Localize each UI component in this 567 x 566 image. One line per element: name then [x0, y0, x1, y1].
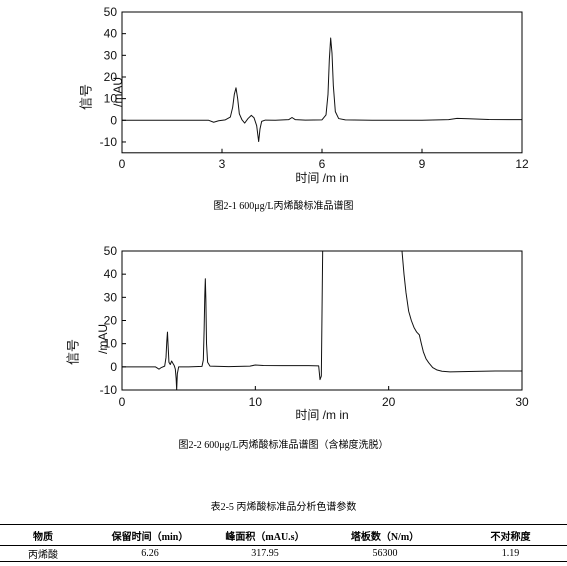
y-tick-label: 0	[110, 360, 117, 374]
x-tick-label: 12	[515, 157, 529, 171]
header-substance: 物质	[0, 524, 86, 546]
cell-asymmetry: 1.19	[454, 545, 567, 562]
x-axis-label: 时间 /m in	[295, 408, 348, 422]
figure-2-caption: 图2-2 600μg/L丙烯酸标准品谱图（含梯度洗脱）	[178, 440, 389, 451]
x-tick-label: 10	[249, 395, 263, 409]
y-axis-label: 信号	[79, 84, 94, 110]
x-tick-label: 0	[119, 395, 126, 409]
y-tick-label: 20	[104, 314, 118, 328]
chromatography-params-table: 物质 保留时间（min） 峰面积（mAU.s） 塔板数（N/m） 不对称度 丙烯…	[0, 524, 567, 562]
x-tick-label: 9	[419, 157, 426, 171]
y-tick-label: 50	[104, 244, 118, 258]
cell-substance: 丙烯酸	[0, 545, 86, 562]
y-tick-label: 20	[104, 70, 118, 84]
table-row: 丙烯酸 6.26 317.95 56300 1.19	[0, 545, 567, 562]
y-tick-label: 10	[104, 92, 118, 106]
y-tick-label: -10	[100, 383, 118, 397]
y-axis-label: 信号	[66, 339, 81, 365]
x-tick-label: 30	[515, 395, 529, 409]
header-peak-area: 峰面积（mAU.s）	[214, 524, 316, 546]
cell-plate-number: 56300	[316, 545, 454, 562]
x-tick-label: 20	[382, 395, 396, 409]
chromatogram-trace	[122, 251, 522, 390]
x-tick-label: 3	[219, 157, 226, 171]
header-plate-number: 塔板数（N/m）	[316, 524, 454, 546]
y-tick-label: 40	[104, 267, 118, 281]
x-axis-label: 时间 /m in	[295, 171, 348, 185]
y-tick-label: -10	[100, 135, 118, 149]
cell-retention-time: 6.26	[86, 545, 214, 562]
header-retention-time: 保留时间（min）	[86, 524, 214, 546]
cell-peak-area: 317.95	[214, 545, 316, 562]
y-tick-label: 10	[104, 337, 118, 351]
table-header-row: 物质 保留时间（min） 峰面积（mAU.s） 塔板数（N/m） 不对称度	[0, 524, 567, 546]
y-axis-unit-label: /mAU	[111, 77, 125, 107]
header-asymmetry: 不对称度	[454, 524, 567, 546]
y-tick-label: 0	[110, 113, 117, 127]
plot-frame	[121, 11, 523, 154]
figure-1-caption: 图2-1 600μg/L丙烯酸标准品谱图	[213, 201, 354, 212]
y-tick-label: 50	[104, 5, 118, 19]
y-tick-label: 30	[104, 290, 118, 304]
table-title: 表2-5 丙烯酸标准品分析色谱参数	[210, 502, 357, 513]
chromatogram-trace	[122, 37, 522, 143]
x-tick-label: 6	[319, 157, 326, 171]
y-tick-label: 30	[104, 48, 118, 62]
x-tick-label: 0	[119, 157, 126, 171]
y-tick-label: 40	[104, 27, 118, 41]
y-axis-unit-label: /mAU	[96, 324, 110, 354]
